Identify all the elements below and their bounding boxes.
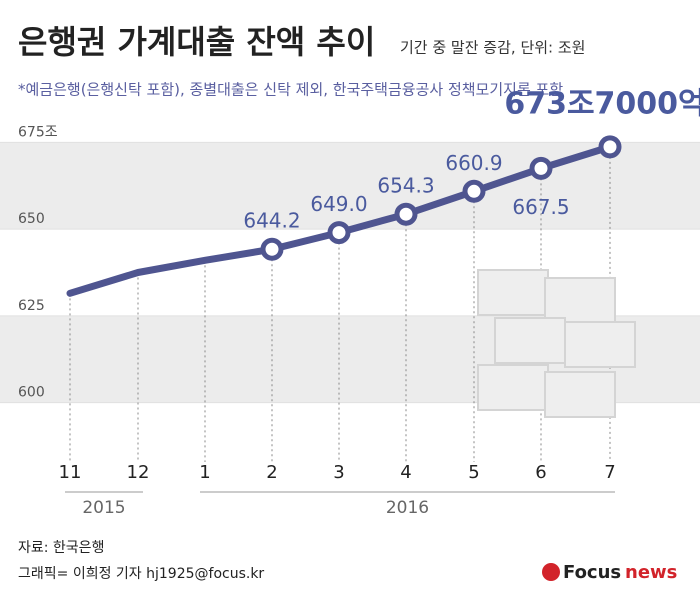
x-tick-label: 11: [59, 462, 82, 483]
chart-note: *예금은행(은행신탁 포함), 종별대출은 신탁 제외, 한국주택금융공사 정책…: [18, 81, 563, 99]
x-tick-label: 4: [400, 462, 411, 483]
logo: Focus: [563, 562, 621, 583]
value-label: 667.5: [512, 195, 569, 219]
x-tick-label: 1: [199, 462, 210, 483]
y-tick-label: 675조: [18, 124, 58, 140]
chart-title: 은행권 가계대출 잔액 추이: [18, 23, 375, 61]
x-tick-label: 7: [604, 462, 615, 483]
money-illustration: [477, 269, 636, 418]
year-label: 2016: [386, 498, 429, 518]
y-tick-label: 625: [18, 298, 45, 314]
value-label: 644.2: [243, 209, 300, 233]
data-point: [327, 221, 351, 245]
data-point: [260, 237, 284, 261]
x-tick-label: 6: [535, 462, 546, 483]
x-tick-label: 12: [127, 462, 150, 483]
x-tick-label: 5: [468, 462, 479, 483]
value-label: 654.3: [377, 174, 434, 198]
chart-subtitle: 기간 중 말잔 증감, 단위: 조원: [400, 39, 585, 57]
x-tick-label: 2: [266, 462, 277, 483]
value-label: 660.9: [445, 151, 502, 175]
data-point: [598, 135, 622, 159]
y-tick-label: 650: [18, 211, 45, 227]
logo-suffix: news: [625, 562, 677, 583]
year-label: 2015: [82, 498, 125, 518]
source: 자료: 한국은행: [18, 540, 104, 556]
value-label: 649.0: [310, 192, 367, 216]
logo-mark: [542, 563, 560, 581]
x-tick-label: 3: [333, 462, 344, 483]
credit: 그래픽= 이희정 기자 hj1925@focus.kr: [18, 566, 264, 582]
data-point: [462, 179, 486, 203]
data-point: [529, 156, 553, 180]
value-label: 673조7000억: [504, 86, 700, 121]
band: [0, 142, 700, 230]
data-point: [394, 202, 418, 226]
y-tick-label: 600: [18, 385, 45, 401]
